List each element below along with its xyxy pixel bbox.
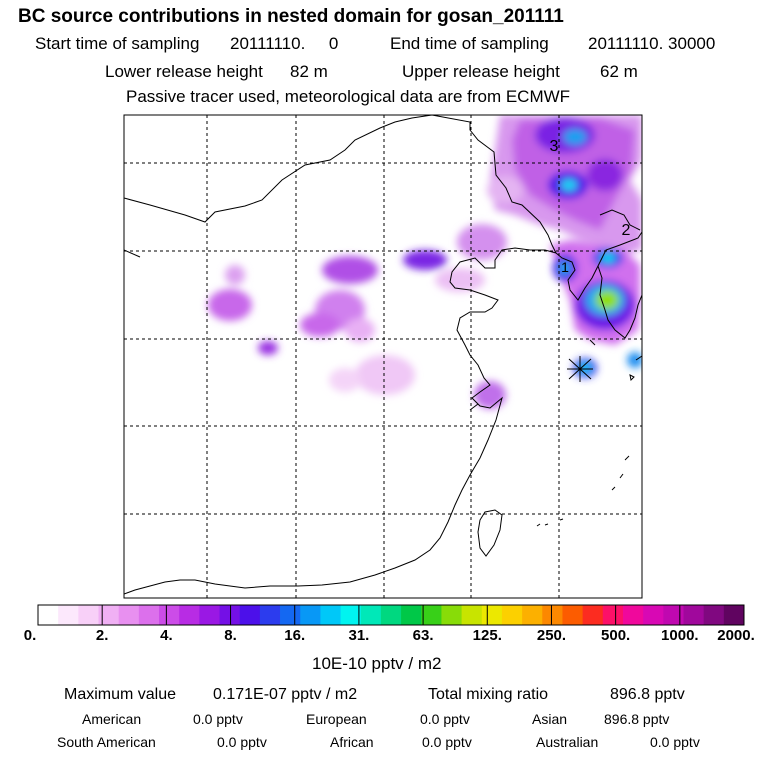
end-time-value: 20111110. 30000 — [588, 34, 716, 53]
lower-height-value: 82 m — [290, 62, 328, 81]
colorbar-swatch — [602, 605, 624, 625]
colorbar-tick-label: 250. — [536, 627, 567, 644]
colorbar-tick-label: 125. — [472, 627, 502, 644]
end-time-label: End time of sampling — [390, 34, 549, 53]
colorbar-swatch — [179, 605, 200, 625]
gridlines — [124, 115, 642, 598]
start-time-value: 20111110. 0 — [230, 34, 339, 53]
colorbar-swatch — [340, 605, 362, 625]
colorbar-swatch — [622, 605, 644, 625]
region-name: American — [82, 711, 142, 727]
colorbar-tick-label: 1000. — [661, 627, 699, 644]
region-name: Australian — [536, 734, 599, 750]
region-value: 0.0 pptv — [422, 734, 472, 750]
colorbar-swatch — [199, 605, 220, 625]
star-marker — [567, 356, 593, 382]
concentration-field — [208, 115, 642, 409]
colorbar-swatch — [259, 605, 281, 625]
colorbar-swatch — [300, 605, 321, 625]
colorbar-tick-label: 500. — [601, 627, 631, 644]
max-value: 0.171E-07 pptv / m2 — [213, 686, 358, 703]
colorbar-swatch — [643, 605, 664, 625]
colorbar-swatch — [280, 605, 301, 625]
colorbar-swatch — [522, 605, 543, 625]
colorbar-swatch — [703, 605, 725, 625]
colorbar-tick-label: 2. — [95, 627, 109, 644]
colorbar-swatch — [159, 605, 180, 625]
colorbar-tick-label: 31. — [348, 627, 370, 644]
lower-height-label: Lower release height — [105, 62, 263, 81]
colorbar-tick-label: 0. — [23, 627, 37, 644]
colorbar-swatch — [380, 605, 402, 625]
colorbar-swatch — [78, 605, 99, 625]
colorbar-swatch — [219, 605, 241, 625]
upper-height-label: Upper release height — [402, 62, 560, 81]
colorbar-swatch — [138, 605, 160, 625]
colorbar-swatch — [360, 605, 382, 625]
colorbar-swatch — [320, 605, 341, 625]
colorbar-swatch — [542, 605, 563, 625]
region-name: Asian — [532, 711, 568, 727]
colorbar-tick-label: 63. — [412, 627, 434, 644]
total-mixing-value: 896.8 pptv — [610, 686, 685, 703]
region-name: African — [330, 734, 374, 750]
max-value-label: Maximum value — [64, 686, 177, 703]
colorbar-swatch — [38, 605, 59, 625]
map-label-1: 1 — [561, 259, 569, 275]
colorbar-swatch — [481, 605, 503, 625]
colorbar-swatch — [663, 605, 684, 625]
colorbar-swatch — [98, 605, 120, 625]
note-text: Passive tracer used, meteorological data… — [126, 87, 571, 106]
colorbar-frame — [37, 604, 745, 626]
map-frame — [123, 114, 643, 599]
start-time-label: Start time of sampling — [35, 34, 200, 53]
region-name: South American — [57, 734, 156, 750]
region-value: 0.0 pptv — [650, 734, 700, 750]
colorbar-swatch — [461, 605, 483, 625]
colorbar-tick-label: 16. — [284, 627, 306, 644]
colorbar-tick-label: 2000. — [717, 627, 755, 644]
map-plot-area — [124, 115, 642, 598]
colorbar-swatch — [118, 605, 140, 625]
region-value: 896.8 pptv — [604, 711, 670, 727]
colorbar-swatch — [58, 605, 79, 625]
colorbar-swatch — [501, 605, 523, 625]
map-label-2: 2 — [622, 222, 631, 239]
map-label-3: 3 — [550, 138, 559, 155]
colorbar-swatch — [723, 605, 745, 625]
page-title: BC source contributions in nested domain… — [18, 6, 564, 27]
total-mixing-label: Total mixing ratio — [428, 686, 549, 703]
colorbar-unit: 10E-10 pptv / m2 — [312, 654, 442, 673]
coastlines — [124, 115, 642, 595]
region-value: 0.0 pptv — [193, 711, 243, 727]
colorbar-swatch — [683, 605, 705, 625]
region-value: 0.0 pptv — [420, 711, 470, 727]
colorbar-tick-label: 4. — [160, 627, 173, 644]
colorbar-swatch — [582, 605, 604, 625]
colorbar-tick-label: 8. — [224, 627, 237, 644]
colorbar — [37, 604, 745, 626]
colorbar-swatch — [421, 605, 442, 625]
colorbar-swatch — [239, 605, 261, 625]
region-value: 0.0 pptv — [217, 734, 267, 750]
upper-height-value: 62 m — [600, 62, 638, 81]
region-name: European — [306, 711, 367, 727]
colorbar-swatch — [562, 605, 584, 625]
colorbar-swatch — [441, 605, 462, 625]
colorbar-swatch — [401, 605, 422, 625]
